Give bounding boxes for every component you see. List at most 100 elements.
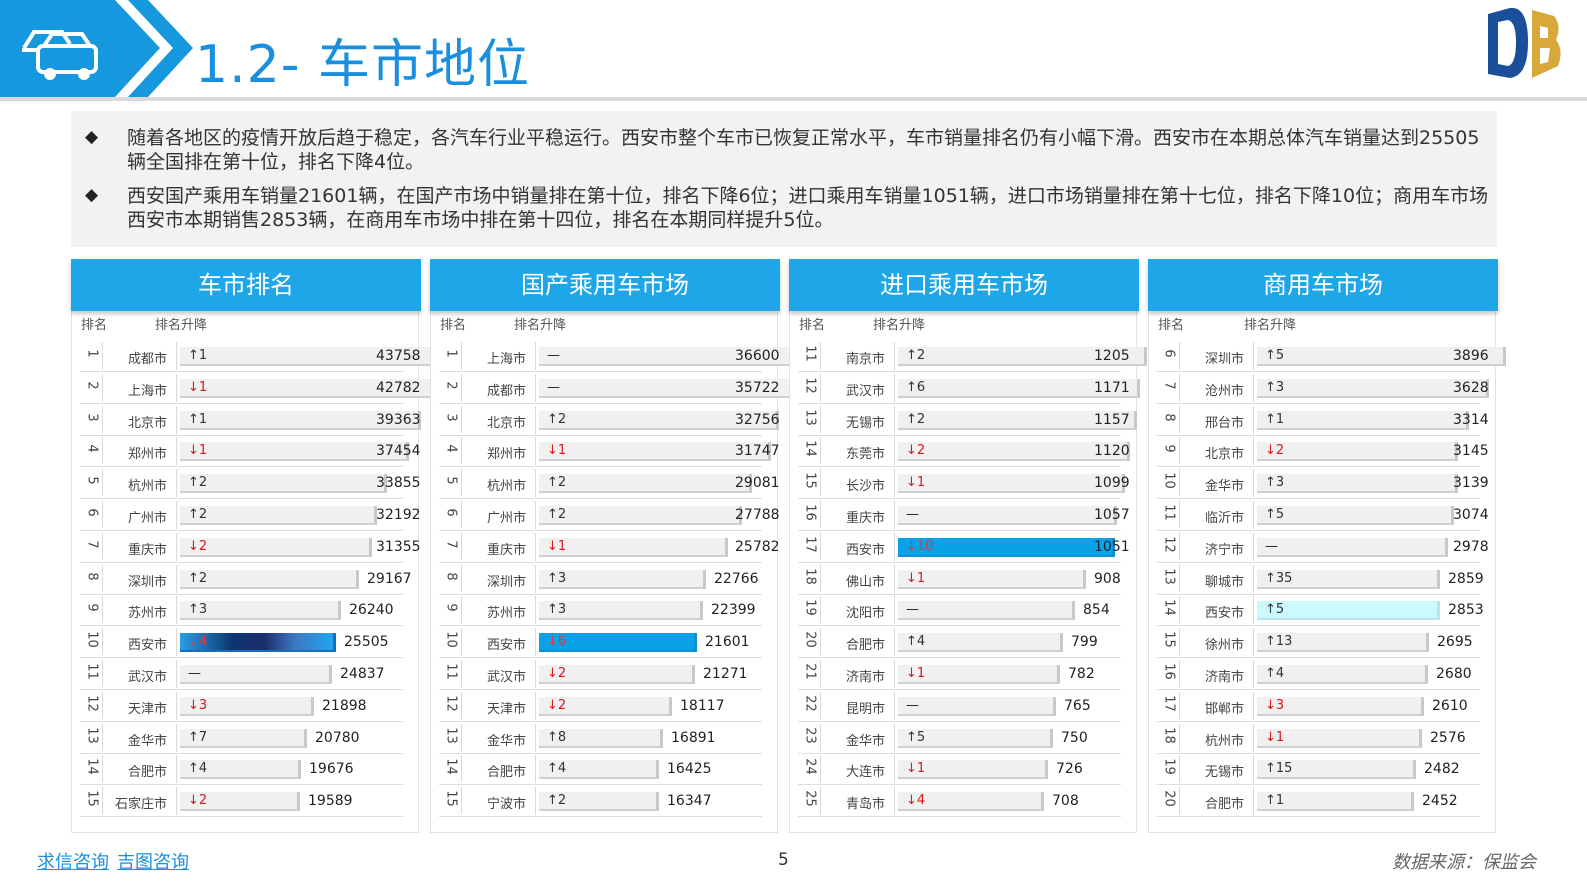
city-name: 长沙市 bbox=[845, 479, 885, 495]
rank-number: 5 bbox=[443, 476, 459, 485]
row-divider bbox=[80, 434, 403, 436]
rank-number: 12 bbox=[802, 377, 818, 394]
city-name: 上海市 bbox=[127, 383, 167, 399]
value-bar bbox=[1257, 601, 1440, 621]
row-divider bbox=[80, 561, 403, 563]
sales-value: 22766 bbox=[714, 570, 759, 587]
rank-cell: 7 bbox=[439, 532, 462, 560]
rank-number: 11 bbox=[802, 345, 818, 362]
value-bar bbox=[539, 760, 659, 780]
footer-link[interactable]: 吉图咨询 bbox=[117, 852, 189, 873]
table-row: 15 徐州市 ↑13 2695 bbox=[1157, 626, 1480, 659]
row-divider bbox=[439, 498, 762, 500]
value-bar bbox=[1257, 569, 1440, 589]
rank-cell: 7 bbox=[1157, 373, 1180, 401]
column-divider bbox=[535, 787, 536, 816]
column-divider bbox=[894, 628, 895, 657]
table-row: 18 杭州市 ↓1 2576 bbox=[1157, 722, 1480, 754]
table-row: 20 合肥市 ↑4 799 bbox=[798, 626, 1121, 659]
rank-number: 4 bbox=[443, 444, 459, 454]
table-row: 15 长沙市 ↓1 1099 bbox=[798, 467, 1130, 500]
row-divider bbox=[798, 720, 1121, 722]
rank-cell: 3 bbox=[439, 405, 462, 433]
column-divider bbox=[535, 628, 536, 657]
rank-cell: 14 bbox=[80, 755, 103, 783]
column-divider bbox=[1253, 405, 1254, 434]
table-row: 10 金华市 ↑3 3139 bbox=[1157, 467, 1489, 500]
value-bar bbox=[180, 760, 301, 780]
ranking-panel: 商用车市场 排名 排名升降 6 深圳市 ↑5 3896 7 沧州市 ↑3 3628 8 邢台市 ↑1 331… bbox=[1148, 259, 1506, 833]
column-divider bbox=[1253, 691, 1254, 720]
value-bar bbox=[180, 442, 409, 462]
sales-value: 750 bbox=[1061, 729, 1088, 746]
rank-number: 24 bbox=[802, 758, 818, 776]
column-divider bbox=[894, 596, 895, 625]
city-name: 北京市 bbox=[486, 415, 526, 431]
table-row: 14 西安市 ↑5 2853 bbox=[1157, 594, 1484, 627]
rank-cell: 25 bbox=[798, 787, 821, 815]
column-divider bbox=[176, 723, 177, 752]
sales-value: 2482 bbox=[1424, 761, 1460, 778]
sales-value: 908 bbox=[1094, 570, 1121, 587]
city-name: 邢台市 bbox=[1204, 415, 1244, 431]
sales-value: 21271 bbox=[703, 666, 748, 682]
row-divider bbox=[1157, 593, 1480, 595]
sales-value: 24837 bbox=[340, 666, 385, 682]
sales-value: 1205 bbox=[1094, 348, 1130, 364]
sales-value: 1120 bbox=[1094, 443, 1130, 460]
rank-down-indicator: ↓2 bbox=[547, 697, 567, 713]
row-divider bbox=[1157, 434, 1480, 436]
table-row: 25 青岛市 ↓4 708 bbox=[798, 785, 1121, 818]
page-number: 5 bbox=[778, 850, 789, 870]
row-divider bbox=[80, 752, 403, 754]
city-name: 沧州市 bbox=[1204, 383, 1244, 399]
column-divider bbox=[176, 628, 177, 657]
rank-cell: 14 bbox=[439, 755, 462, 783]
column-divider bbox=[176, 501, 177, 529]
rank-up-indicator: ↑13 bbox=[1265, 634, 1293, 650]
table-row: 5 杭州市 ↑2 29081 bbox=[439, 467, 780, 500]
city-name: 武汉市 bbox=[486, 670, 526, 685]
rank-up-indicator: ↑4 bbox=[188, 761, 208, 777]
rank-number: 13 bbox=[84, 726, 100, 744]
footer-link[interactable]: 求信咨询 bbox=[37, 852, 109, 873]
rank-number: 13 bbox=[443, 726, 459, 744]
row-divider bbox=[80, 720, 403, 722]
row-divider bbox=[80, 689, 403, 690]
column-divider bbox=[1253, 564, 1254, 593]
rank-cell: 13 bbox=[1157, 564, 1180, 592]
column-divider bbox=[535, 596, 536, 625]
table-row: 8 深圳市 ↑2 29167 bbox=[80, 563, 412, 595]
rank-down-indicator: ↓2 bbox=[188, 793, 208, 809]
city-name: 青岛市 bbox=[845, 797, 885, 813]
row-divider bbox=[439, 720, 762, 722]
sales-value: 3628 bbox=[1453, 379, 1489, 396]
rank-cell: 15 bbox=[1157, 628, 1180, 656]
rank-cell: 24 bbox=[798, 755, 821, 783]
rank-number: 20 bbox=[802, 631, 818, 648]
rank-cell: 11 bbox=[80, 660, 103, 687]
rank-down-indicator: ↓2 bbox=[547, 666, 567, 681]
column-divider bbox=[535, 723, 536, 752]
sales-value: 16347 bbox=[667, 793, 712, 810]
city-name: 重庆市 bbox=[486, 542, 526, 558]
sales-value: 765 bbox=[1064, 697, 1091, 714]
value-bar bbox=[539, 474, 752, 494]
table-row: 8 邢台市 ↑1 3314 bbox=[1157, 404, 1489, 436]
rank-up-indicator: ↑3 bbox=[547, 602, 567, 618]
sales-value: 26240 bbox=[349, 602, 394, 619]
table-row: 11 临沂市 ↑5 3074 bbox=[1157, 499, 1489, 531]
data-source: 数据来源：保监会 bbox=[1392, 852, 1536, 873]
row-divider bbox=[798, 752, 1121, 754]
rank-down-indicator: ↓1 bbox=[906, 570, 926, 586]
city-name: 沈阳市 bbox=[845, 606, 885, 622]
row-divider bbox=[1157, 625, 1480, 627]
row-divider bbox=[798, 625, 1121, 627]
rank-number: 4 bbox=[84, 444, 100, 454]
header: 1.2- 车市地位 bbox=[0, 0, 1587, 98]
value-bar bbox=[180, 696, 314, 716]
bullet-diamond-icon: ◆ bbox=[85, 185, 99, 205]
car-icon bbox=[22, 30, 98, 80]
rank-number: 18 bbox=[802, 567, 818, 585]
table-row: 13 金华市 ↑8 16891 bbox=[439, 722, 762, 754]
